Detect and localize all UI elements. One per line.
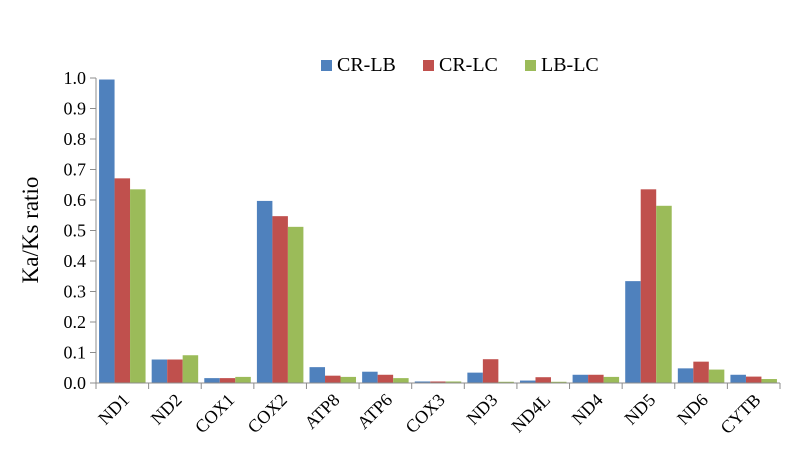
y-tick-label: 0.6 <box>64 190 87 210</box>
x-tick-label: ATP6 <box>353 390 396 433</box>
bar-lb-lc-nd5 <box>656 205 672 383</box>
bar-lb-lc-atp6 <box>393 378 409 383</box>
y-tick-label: 0.0 <box>64 373 87 393</box>
y-tick-label: 1.0 <box>64 68 87 88</box>
x-tick-label: ND1 <box>94 390 133 429</box>
bar-cr-lc-atp6 <box>377 374 394 383</box>
legend-swatch-cr-lb <box>321 60 332 71</box>
x-axis-ticks: ND1 ND2 COX1 COX2 ATP8 ATP6 COX3 ND3 ND4L ND4 ND5 N… <box>94 383 781 438</box>
bar-lb-lc-cox2 <box>287 226 304 383</box>
x-tick-label: ND3 <box>463 390 502 429</box>
y-tick-label: 0.4 <box>64 251 87 271</box>
bar-cr-lc-cox3 <box>430 381 446 383</box>
bar-lb-lc-nd4l <box>550 381 567 383</box>
bar-cr-lc-nd1 <box>114 178 131 383</box>
bar-cr-lc-nd6 <box>693 361 709 383</box>
bar-lb-lc-nd1 <box>130 189 146 383</box>
x-tick-label: ND4L <box>507 390 554 437</box>
bar-cr-lb-cox2 <box>256 200 273 383</box>
bar-cr-lb-cox3 <box>414 381 431 383</box>
y-tick-label: 0.3 <box>64 282 87 302</box>
x-tick-label: ND2 <box>147 390 186 429</box>
bar-lb-lc-cox3 <box>445 381 462 383</box>
axes <box>95 78 780 384</box>
y-tick-label: 0.9 <box>64 99 87 119</box>
bar-lb-lc-cox1 <box>235 376 251 383</box>
legend-swatch-lb-lc <box>525 60 536 71</box>
legend-swatch-cr-lc <box>423 60 434 71</box>
y-tick-label: 0.5 <box>64 221 87 241</box>
bars <box>99 79 777 384</box>
x-tick-label: ATP8 <box>300 390 343 433</box>
x-tick-label: CYTB <box>716 390 764 438</box>
bar-lb-lc-nd3 <box>498 381 514 383</box>
bar-cr-lc-cytb <box>745 376 762 383</box>
legend: CR-LB CR-LC LB-LC <box>321 54 599 76</box>
x-tick-label: ND5 <box>620 390 659 429</box>
bar-cr-lc-cox1 <box>219 378 236 383</box>
bar-cr-lb-atp6 <box>362 371 378 383</box>
bar-cr-lb-nd2 <box>151 359 168 383</box>
legend-label-cr-lb: CR-LB <box>337 54 396 76</box>
bar-lb-lc-nd2 <box>182 355 199 383</box>
bar-cr-lb-nd4 <box>572 374 589 383</box>
bar-cr-lc-nd3 <box>482 359 499 383</box>
y-tick-label: 0.2 <box>64 312 87 332</box>
bar-cr-lc-nd5 <box>640 189 657 383</box>
bar-cr-lc-nd4 <box>588 374 604 383</box>
bar-cr-lc-cox2 <box>272 216 288 383</box>
x-tick-label: COX2 <box>244 390 291 437</box>
y-axis-title: Ka/Ks ratio <box>18 177 43 284</box>
bar-cr-lb-nd1 <box>99 79 115 384</box>
bar-cr-lb-atp8 <box>309 367 326 383</box>
x-tick-label: COX1 <box>191 390 238 437</box>
x-tick-label: ND4 <box>568 390 607 429</box>
bar-lb-lc-atp8 <box>340 376 357 383</box>
bar-lb-lc-nd6 <box>708 369 725 383</box>
y-axis-ticks: 0.0 0.1 0.2 0.3 0.4 0.5 0.6 0.7 0.8 0.9 1.0 <box>64 68 96 393</box>
bar-cr-lb-nd3 <box>467 372 483 383</box>
bar-cr-lb-nd5 <box>625 281 641 383</box>
bar-cr-lb-nd6 <box>677 368 694 383</box>
legend-label-cr-lc: CR-LC <box>439 54 498 76</box>
y-tick-label: 0.1 <box>64 343 87 363</box>
x-tick-label: COX3 <box>401 390 448 437</box>
bar-cr-lc-atp8 <box>325 375 341 383</box>
bar-lb-lc-cytb <box>761 379 777 383</box>
bar-cr-lb-nd4l <box>519 380 536 383</box>
bar-cr-lb-cytb <box>730 374 746 383</box>
bar-cr-lc-nd4l <box>535 377 551 383</box>
y-tick-label: 0.8 <box>64 129 87 149</box>
y-tick-label: 0.7 <box>64 160 87 180</box>
legend-label-lb-lc: LB-LC <box>541 54 599 76</box>
bar-lb-lc-nd4 <box>603 376 620 383</box>
x-tick-label: ND6 <box>673 390 712 429</box>
bar-cr-lc-nd2 <box>167 359 183 383</box>
bar-cr-lb-cox1 <box>204 378 220 383</box>
